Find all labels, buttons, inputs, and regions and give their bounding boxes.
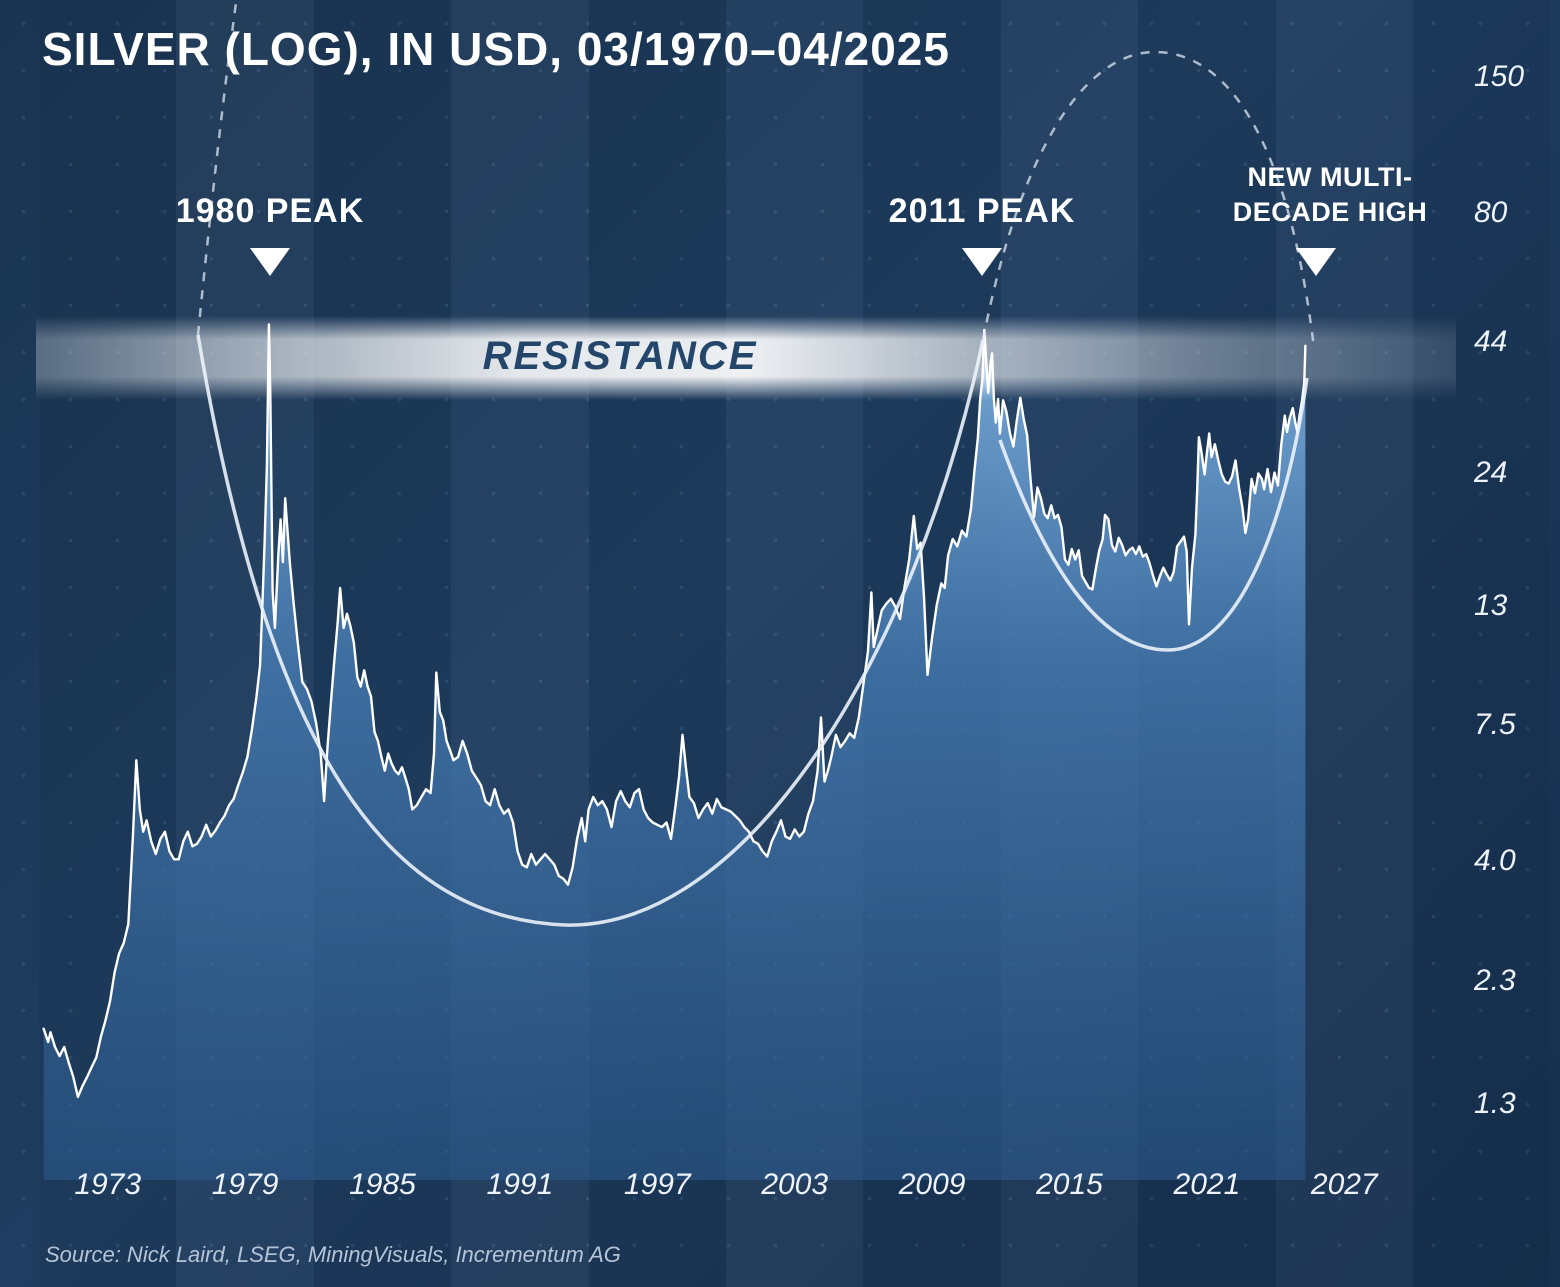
annotation-1980-peak: 1980 PEAK (175, 192, 365, 230)
annotation-new-high-line1: NEW MULTI- (1247, 162, 1413, 192)
annotation-new-multi-decade-high: NEW MULTI- DECADE HIGH (1185, 160, 1475, 230)
y-axis-tick-7.5: 7.5 (1474, 707, 1516, 741)
x-axis-tick-1979: 1979 (211, 1168, 279, 1201)
x-axis-tick-1973: 1973 (74, 1168, 142, 1201)
y-axis-tick-13: 13 (1474, 589, 1508, 622)
marker-triangle-2011-peak (962, 248, 1002, 276)
y-axis-tick-2.3: 2.3 (1474, 963, 1516, 997)
annotation-new-high-line2: DECADE HIGH (1232, 197, 1428, 228)
x-axis-tick-2009: 2009 (898, 1168, 966, 1201)
x-axis-tick-2027: 2027 (1310, 1168, 1378, 1201)
annotation-2011-peak: 2011 PEAK (888, 192, 1076, 230)
x-axis-tick-1991: 1991 (486, 1168, 554, 1201)
x-axis-tick-1985: 1985 (349, 1168, 416, 1201)
resistance-label: RESISTANCE (482, 334, 758, 378)
y-axis-tick-24: 24 (1474, 456, 1508, 490)
y-axis-tick-1.3: 1.3 (1474, 1087, 1516, 1121)
x-axis-tick-2021: 2021 (1173, 1168, 1241, 1201)
y-axis-tick-4.0: 4.0 (1474, 843, 1516, 877)
background-stripe (588, 0, 726, 1287)
y-axis-tick-80: 80 (1474, 195, 1508, 229)
x-axis-tick-2015: 2015 (1036, 1168, 1103, 1201)
page-title: SILVER (LOG), IN USD, 03/1970–04/2025 (42, 23, 950, 75)
marker-triangle-1980-peak (250, 248, 290, 276)
x-axis-tick-2003: 2003 (761, 1168, 829, 1201)
x-axis-tick-1997: 1997 (623, 1168, 691, 1201)
source-note: Source: Nick Laird, LSEG, MiningVisuals,… (45, 1242, 621, 1267)
background-stripe (451, 0, 588, 1287)
marker-triangle-new-high (1296, 248, 1336, 276)
background-stripe (1413, 0, 1551, 1287)
y-axis-tick-150: 150 (1474, 60, 1525, 93)
y-axis-tick-44: 44 (1474, 325, 1508, 359)
